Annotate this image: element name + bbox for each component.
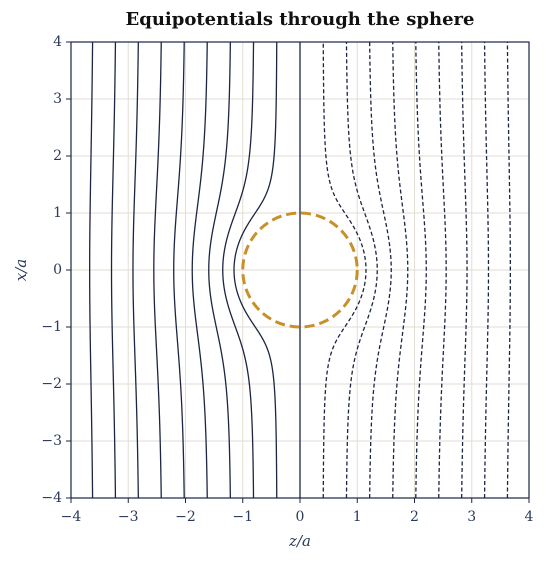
y-tick-label: 4: [53, 34, 62, 50]
equipotential: [483, 41, 490, 499]
y-tick-label: −3: [41, 433, 62, 449]
equipotential: [222, 41, 255, 499]
x-axis-label: z/a: [288, 532, 311, 550]
y-tick-label: 0: [53, 262, 62, 278]
x-tick-label: −1: [232, 509, 253, 525]
equipotential: [506, 41, 511, 499]
y-tick-label: −4: [41, 490, 62, 506]
equipotential: [191, 41, 208, 499]
x-tick-label: 2: [410, 509, 419, 525]
x-tick-label: −4: [61, 509, 82, 525]
equipotential: [322, 42, 367, 498]
x-tick-label: −2: [175, 509, 196, 525]
equipotential: [392, 41, 409, 499]
x-tick-label: −3: [118, 509, 139, 525]
equipotential: [461, 41, 468, 499]
equipotential: [369, 41, 392, 499]
plot-frame: [70, 41, 530, 499]
equipotential: [153, 41, 162, 499]
x-tick-label: 0: [296, 509, 305, 525]
equipotential: [233, 42, 278, 498]
x-tick-label: 1: [353, 509, 362, 525]
equipotential: [438, 41, 447, 499]
equipotential: [132, 41, 139, 499]
equipotential: [415, 41, 427, 499]
equipotential: [208, 41, 231, 499]
y-tick-label: 3: [53, 91, 62, 107]
sphere: [241, 211, 359, 329]
equipotential: [173, 41, 185, 499]
y-tick-label: −1: [41, 319, 62, 335]
equipotential: [110, 41, 117, 499]
chart-title: Equipotentials through the sphere: [126, 9, 475, 30]
equipotential: [89, 41, 94, 499]
x-tick-label: 4: [525, 509, 534, 525]
x-tick-label: 3: [467, 509, 476, 525]
equipotential: [345, 41, 378, 499]
y-tick-label: 1: [53, 205, 62, 221]
y-tick-label: −2: [41, 376, 62, 392]
y-axis-label: x/a: [12, 259, 30, 281]
y-tick-label: 2: [53, 148, 62, 164]
